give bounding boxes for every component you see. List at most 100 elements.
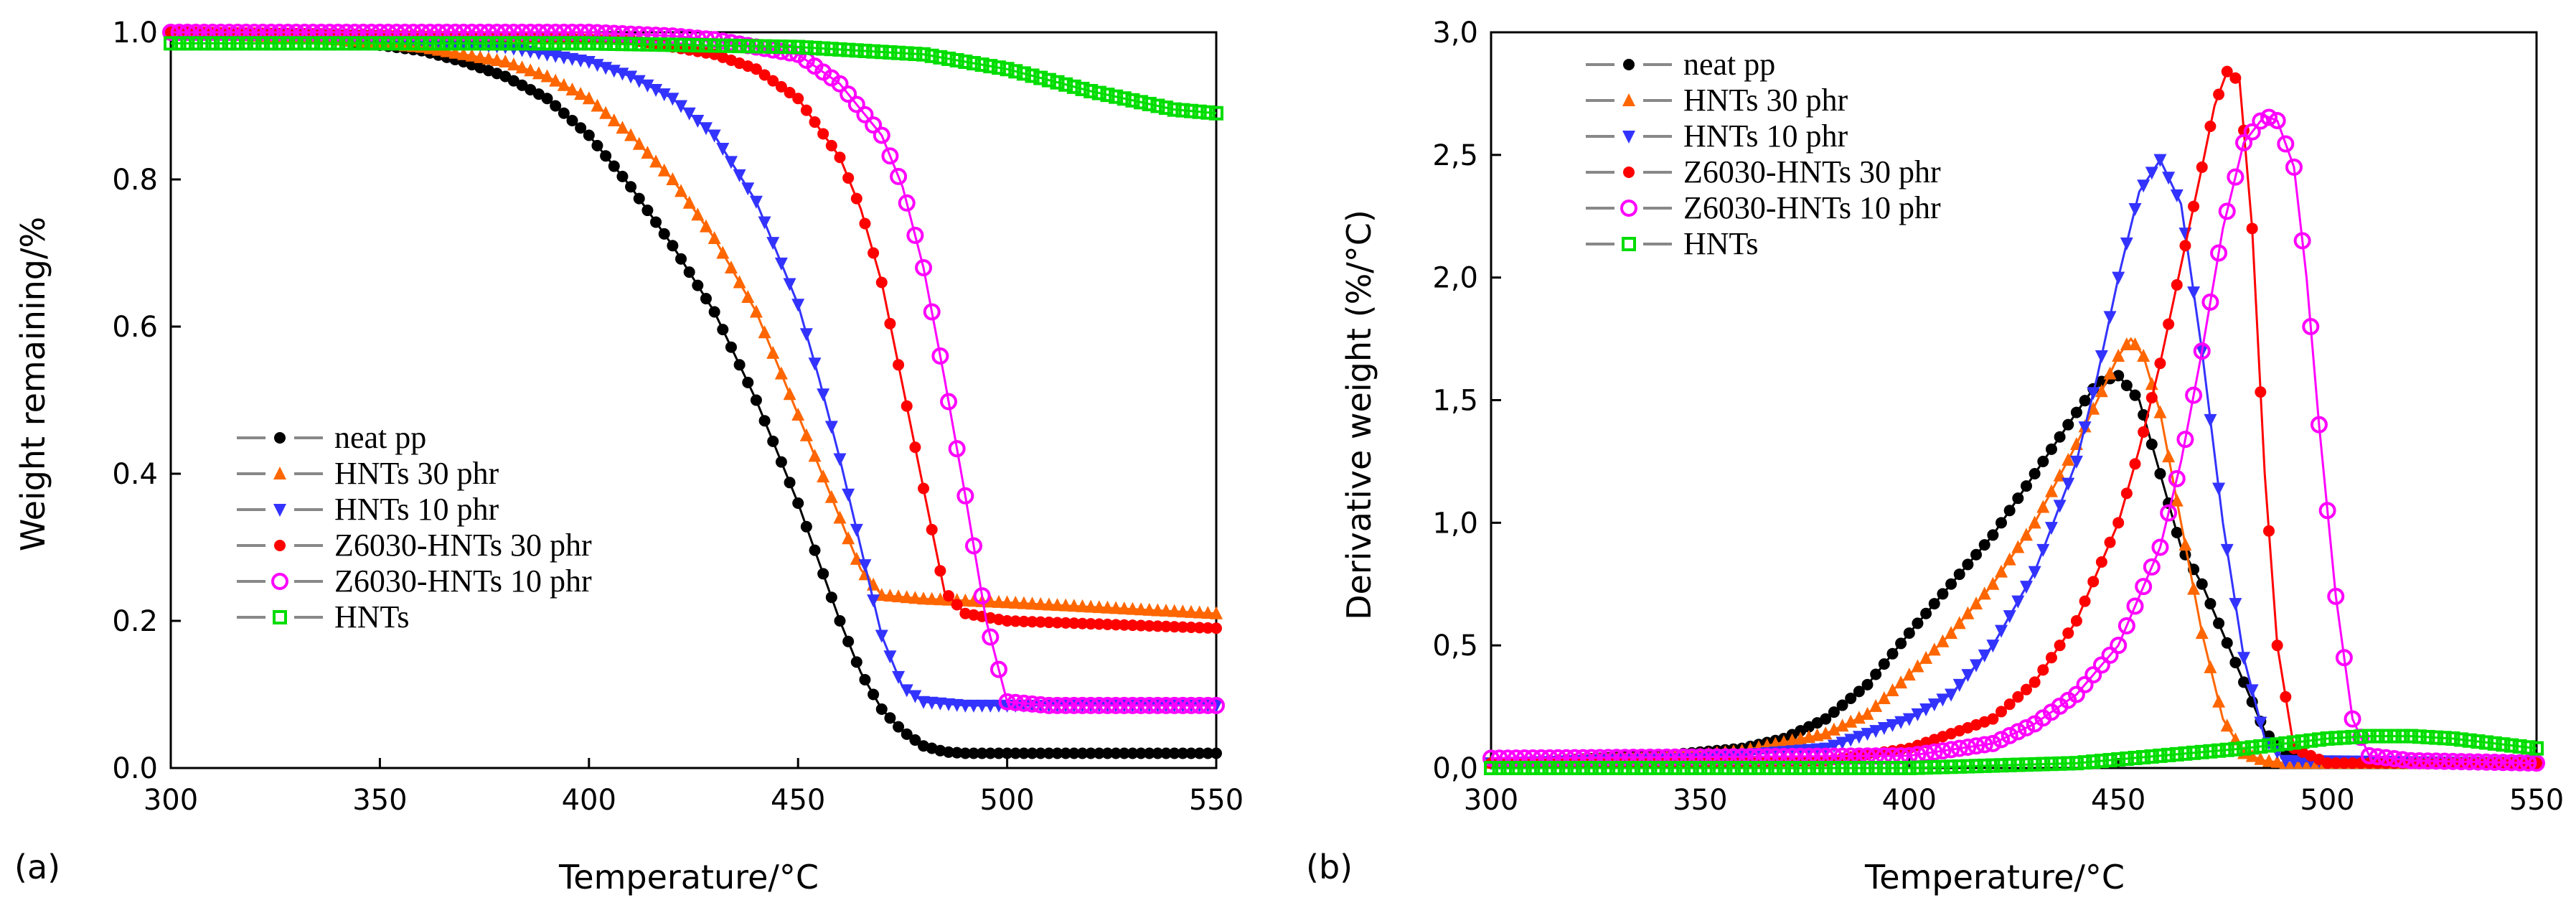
data-point [565, 82, 579, 95]
data-point [2120, 337, 2133, 351]
data-point [817, 388, 830, 402]
data-point [2028, 566, 2041, 579]
data-point [2045, 652, 2057, 664]
data-point [2395, 729, 2410, 744]
data-point [1919, 703, 1933, 716]
data-point [1885, 761, 1900, 775]
data-point [767, 75, 779, 87]
panel-b-tick-labels: 300 350 400 450 500 550 0,0 0,5 1,0 1,5 2,0 2,5 3,0 [1432, 17, 2564, 817]
data-point [750, 63, 762, 75]
y-tick-label: 0.4 [112, 458, 158, 491]
data-point [607, 113, 621, 126]
data-point [406, 36, 421, 51]
data-point [683, 266, 695, 278]
data-point [1199, 696, 1217, 714]
data-point [1658, 748, 1675, 766]
legend-item: HNTs 30 phr [1586, 83, 1848, 118]
x-tick-label: 300 [144, 784, 198, 817]
data-point [339, 36, 354, 51]
data-point [973, 587, 991, 605]
data-point [2327, 587, 2345, 605]
data-point [2245, 749, 2259, 762]
data-point [959, 747, 972, 759]
data-point [690, 38, 705, 53]
data-point [1076, 617, 1089, 629]
data-point [588, 24, 606, 42]
data-point [1726, 761, 1741, 775]
data-point [2237, 652, 2251, 665]
data-point [513, 24, 531, 41]
data-point [792, 497, 804, 509]
data-point [1110, 747, 1122, 759]
data-point [230, 36, 245, 51]
data-point [1068, 617, 1080, 629]
data-point [429, 24, 447, 41]
data-point [438, 24, 456, 41]
data-point [1093, 747, 1105, 759]
data-point [1073, 696, 1091, 714]
data-point [2521, 740, 2536, 755]
data-point [2427, 752, 2445, 770]
data-point [891, 45, 906, 60]
data-point [1532, 749, 1550, 767]
data-point [387, 24, 405, 41]
data-point [1902, 761, 1917, 775]
data-point [708, 306, 720, 318]
data-point [1559, 761, 1574, 775]
data-point [2020, 480, 2032, 492]
data-point [574, 87, 588, 100]
data-point [1975, 736, 1993, 754]
data-point [959, 699, 972, 713]
data-point [925, 591, 939, 605]
data-point [1042, 597, 1056, 611]
data-point [766, 345, 780, 359]
data-point [908, 591, 922, 604]
data-point [2270, 754, 2284, 768]
data-point [473, 36, 488, 51]
data-point [2003, 505, 2016, 517]
data-point [2178, 538, 2192, 551]
data-point [742, 376, 754, 388]
data-point [1625, 749, 1642, 767]
data-point [842, 172, 855, 184]
series-neat-pp [1485, 370, 2542, 769]
data-point [649, 83, 663, 97]
legend-label: Z6030-HNTs 10 phr [1683, 190, 1941, 225]
data-point [1484, 761, 1498, 775]
data-point [2196, 161, 2208, 173]
data-point [497, 24, 514, 41]
data-point [2044, 522, 2058, 535]
data-point [717, 324, 729, 336]
data-point [2102, 753, 2117, 768]
legend-marker [1623, 167, 1635, 178]
data-point [380, 24, 398, 41]
data-point [1693, 761, 1708, 775]
data-point [1978, 649, 1991, 662]
data-point [2011, 757, 2026, 772]
data-point [2128, 337, 2142, 351]
data-point [2311, 732, 2326, 747]
data-point [949, 52, 964, 67]
data-point [2453, 753, 2471, 771]
data-point [498, 36, 513, 51]
data-point [1492, 761, 1507, 775]
data-point [892, 589, 906, 603]
data-point [1142, 96, 1157, 111]
data-point [1043, 747, 1055, 759]
data-point [1945, 578, 1957, 590]
data-point [893, 359, 905, 371]
data-point [2067, 685, 2085, 703]
data-point [2228, 741, 2243, 757]
data-point [1084, 599, 1098, 613]
data-point [187, 24, 205, 41]
data-point [2145, 392, 2158, 404]
data-point [1599, 749, 1617, 767]
data-point [1844, 714, 1858, 728]
data-point [456, 47, 470, 60]
data-point [1970, 548, 1983, 561]
data-point [2469, 753, 2487, 771]
data-point [1190, 696, 1208, 714]
x-tick-label: 450 [771, 784, 825, 817]
data-point [641, 205, 654, 217]
